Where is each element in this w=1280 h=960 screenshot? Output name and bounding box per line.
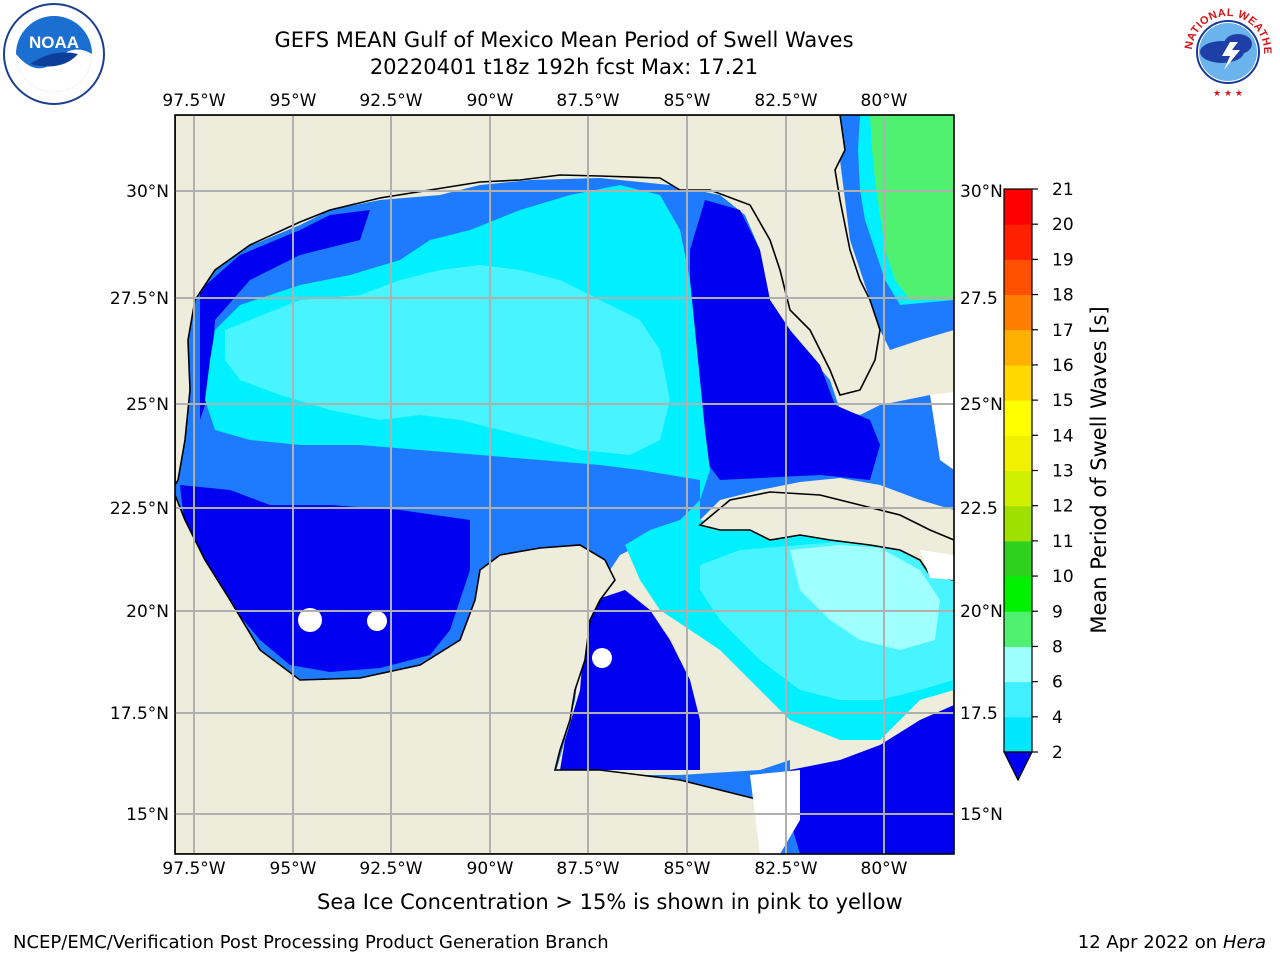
colorbar-tick-label: 10 [1052,567,1074,587]
colorbar-tick-label: 8 [1052,637,1063,657]
swell-band-lt2-southeast [790,705,954,854]
lat-label-right: 30°N [960,182,1003,202]
colorbar-segment [1004,681,1032,718]
lat-label-right: 17.5 [960,704,998,724]
colorbar-label: Mean Period of Swell Waves [s] [1087,306,1111,633]
colorbar-segment [1004,329,1032,366]
lon-label-top: 90°W [467,91,514,111]
colorbar-tick-label: 13 [1052,462,1074,482]
lon-label-bottom: 90°W [467,859,514,879]
lon-label-bottom: 80°W [861,859,908,879]
swell-band-8-9 [790,545,940,650]
lat-label-left: 27.5°N [110,289,169,309]
footer-date: 12 Apr 2022 on Hera [1078,932,1266,953]
colorbar-tick-label: 2 [1052,743,1063,763]
lon-label-bottom: 85°W [664,859,711,879]
colorbar-tick-label: 12 [1052,497,1074,517]
lat-label-left: 15°N [126,805,169,825]
lon-label-bottom: 95°W [270,859,317,879]
lat-label-right: 27.5 [960,289,998,309]
colorbar-tick-label: 17 [1052,321,1074,341]
colorbar-tick-label: 4 [1052,708,1063,728]
swell-band-lt2-southwest [560,590,700,770]
colorbar-tick-label: 14 [1052,426,1074,446]
colorbar-segment [1004,576,1032,612]
lon-label-top: 95°W [270,91,317,111]
mask-patch [592,648,612,668]
map-subtitle: 20220401 t18z 192h fcst Max: 17.21 [369,55,759,79]
lat-label-left: 25°N [126,395,169,415]
colorbar-tick-label: 21 [1052,180,1074,200]
colorbar-segment [1004,611,1032,647]
footer-credit: NCEP/EMC/Verification Post Processing Pr… [13,932,609,953]
footer-machine: Hera [1222,932,1266,953]
nws-logo: NATIONAL WEATHER SERVICE ★ ★ ★ [1178,2,1276,100]
lat-label-right: 25°N [960,395,1003,415]
atlantic-swell-band-9-10 [870,115,954,300]
noaa-logo-text: NOAA [29,33,79,52]
map-grid [175,115,954,854]
lat-label-left: 17.5°N [110,704,169,724]
map-content [175,115,954,854]
colorbar-segment [1004,435,1032,471]
colorbar-segment [1004,189,1032,225]
colorbar-tick-label: 15 [1052,391,1074,411]
lon-label-top: 85°W [664,91,711,111]
lon-label-top: 87.5°W [556,91,619,111]
noaa-logo: NOAA [3,3,105,105]
colorbar-segment [1004,505,1032,542]
colorbar-tick-label: 6 [1052,673,1063,693]
mexico-coastline [175,494,781,854]
swell-band-lt2-northwest [200,210,370,420]
colorbar-segment [1004,400,1032,436]
lon-label-bottom: 87.5°W [556,859,619,879]
lat-label-right: 15°N [960,805,1003,825]
lat-label-left: 30°N [126,182,169,202]
colorbar: 2 4 6 8 9 10 11 12 13 14 15 16 17 18 19 20 21 [1003,180,1074,782]
colorbar-segment [1004,364,1032,401]
colorbar-segment [1004,294,1032,331]
mask-patch [750,770,800,854]
colorbar-segment [1004,224,1032,260]
colorbar-tick-label: 11 [1052,532,1074,552]
mask-patch [367,611,387,631]
colorbar-tick-label: 20 [1052,215,1074,235]
sea-ice-caption: Sea Ice Concentration > 15% is shown in … [317,890,903,914]
lon-label-top: 80°W [861,91,908,111]
colorbar-tick-label: 19 [1052,250,1074,270]
footer-date-text: 12 Apr 2022 on [1077,932,1223,953]
swell-band-lt2-west [180,485,470,672]
lat-label-left: 20°N [126,602,169,622]
map-title: GEFS MEAN Gulf of Mexico Mean Period of … [274,28,854,52]
swell-band-6-8-gulf [225,265,670,455]
lon-label-bottom: 82.5°W [754,859,817,879]
colorbar-segment [1004,470,1032,507]
lon-label-top: 97.5°W [162,91,225,111]
map-frame [174,114,955,855]
colorbar-segment [1004,540,1032,577]
colorbar-extend-arrow [1003,751,1033,782]
lon-label-bottom: 92.5°W [359,859,422,879]
colorbar-segment [1004,646,1032,683]
lon-label-top: 92.5°W [359,91,422,111]
mask-patch [920,550,954,580]
colorbar-tick-label: 9 [1052,602,1063,622]
mask-patch [930,392,954,470]
lon-label-top: 82.5°W [754,91,817,111]
lat-label-left: 22.5°N [110,499,169,519]
lon-label-bottom: 97.5°W [162,859,225,879]
colorbar-tick-label: 18 [1052,286,1074,306]
colorbar-segment [1004,716,1032,753]
svg-text:★ ★ ★: ★ ★ ★ [1213,89,1243,99]
colorbar-segment [1004,259,1032,296]
colorbar-tick-label: 16 [1052,356,1074,376]
mask-patch [298,608,322,632]
lat-label-right: 22.5 [960,499,998,519]
lat-label-right: 20°N [960,602,1003,622]
